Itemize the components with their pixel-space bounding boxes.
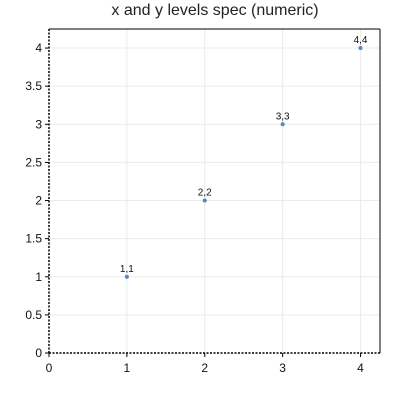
x-tick-label-2: 2 bbox=[201, 361, 208, 375]
data-label-1: 2,2 bbox=[198, 188, 212, 199]
y-tick-label-5: 2.5 bbox=[25, 155, 42, 169]
y-tick-label-6: 3 bbox=[35, 117, 42, 131]
y-tick-label-8: 4 bbox=[35, 41, 42, 55]
x-tick-label-0: 0 bbox=[46, 361, 53, 375]
scatter-point-3 bbox=[358, 46, 363, 51]
scatter-point-0 bbox=[124, 274, 129, 279]
labels-layer: 1,1 2,2 3,3 4,4 bbox=[120, 35, 368, 275]
y-tick-label-0: 0 bbox=[35, 346, 42, 360]
y-tick-label-2: 1 bbox=[35, 270, 42, 284]
axes-layer bbox=[48, 28, 381, 354]
scatter-point-2 bbox=[280, 122, 285, 127]
scatter-point-1 bbox=[202, 198, 207, 203]
y-tick-label-7: 3.5 bbox=[25, 79, 42, 93]
y-tick-label-1: 0.5 bbox=[25, 308, 42, 322]
grid-layer bbox=[48, 29, 380, 354]
x-tick-label-1: 1 bbox=[124, 361, 131, 375]
y-tick-label-3: 1.5 bbox=[25, 232, 42, 246]
y-tick-label-4: 2 bbox=[35, 194, 42, 208]
data-label-0: 1,1 bbox=[120, 264, 134, 275]
data-label-3: 4,4 bbox=[354, 35, 368, 46]
x-tick-label-3: 3 bbox=[279, 361, 286, 375]
points-layer bbox=[124, 46, 363, 279]
chart-title: x and y levels spec (numeric) bbox=[111, 2, 318, 19]
data-label-2: 3,3 bbox=[276, 111, 290, 122]
x-tick-label-4: 4 bbox=[357, 361, 364, 375]
ticks-layer: 0 1 2 3 4 0 0.5 1 1.5 2 2.5 3 3.5 4 bbox=[25, 41, 364, 375]
